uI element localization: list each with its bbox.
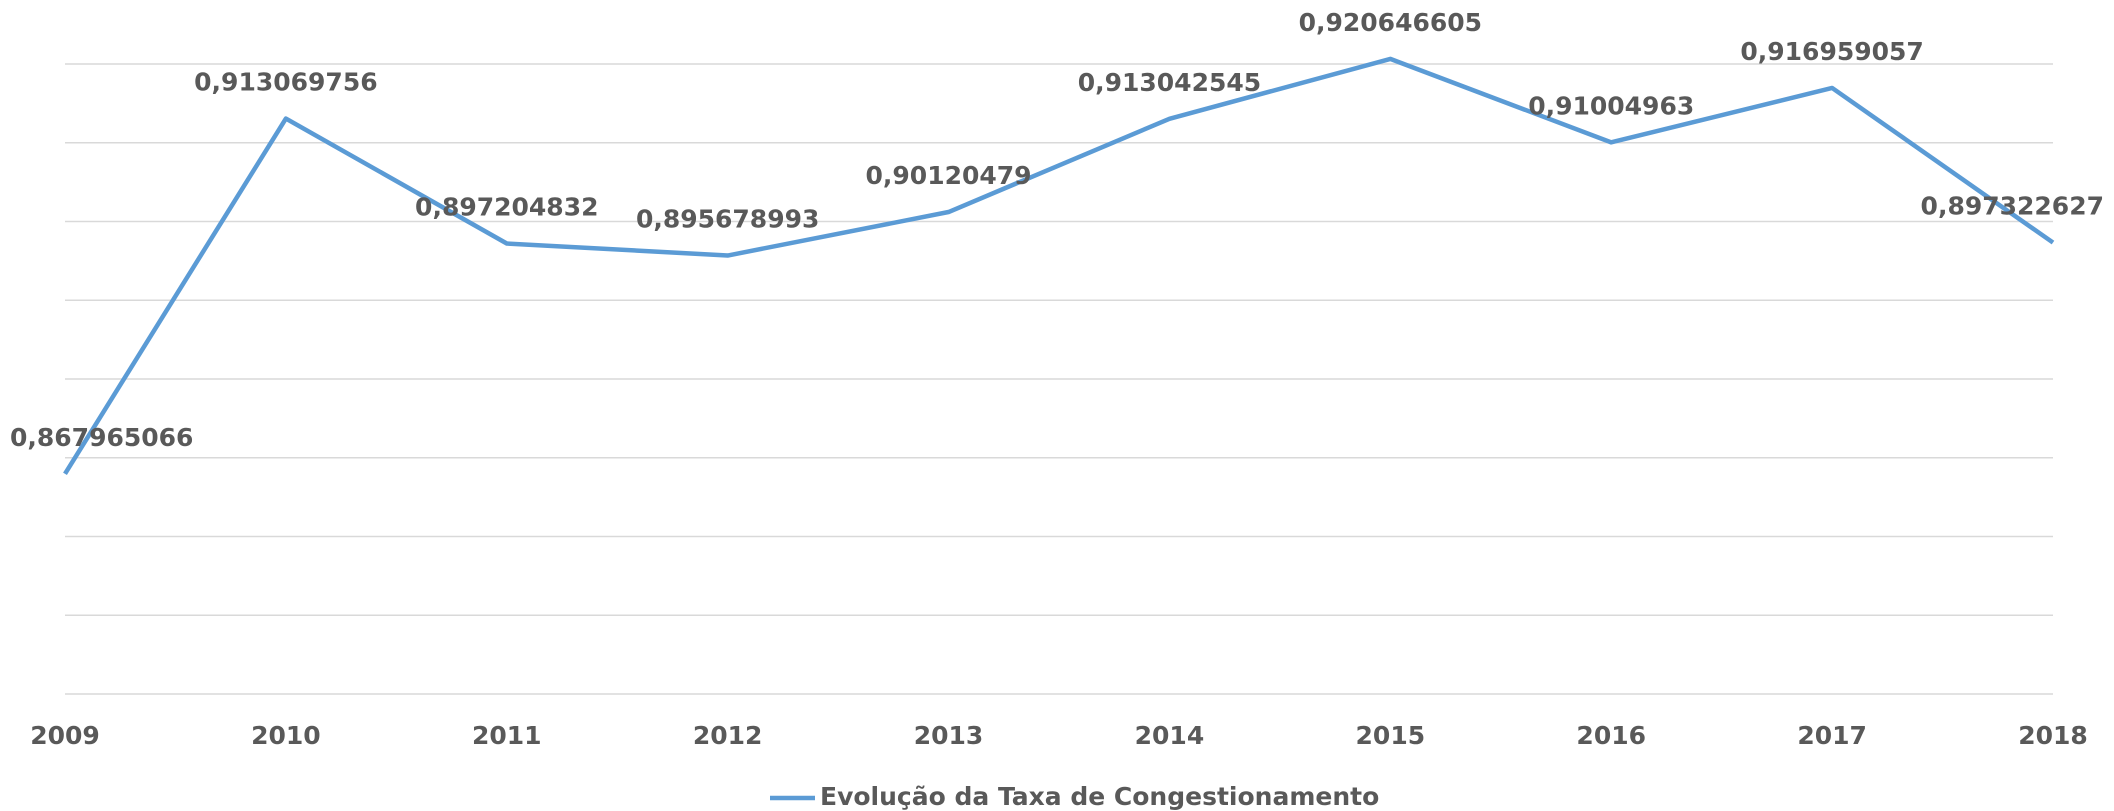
data-label: 0,920646605 [1299,8,1482,37]
data-label: 0,897322627 [1921,192,2104,221]
x-tick-label: 2018 [2018,721,2088,750]
data-label: 0,895678993 [636,205,819,234]
data-label: 0,897204832 [415,193,598,222]
x-tick-label: 2012 [693,721,763,750]
data-label: 0,916959057 [1740,37,1923,66]
x-tick-label: 2014 [1135,721,1205,750]
data-label: 0,867965066 [10,423,193,452]
x-tick-label: 2011 [472,721,542,750]
data-label: 0,913042545 [1078,68,1261,97]
series-line [63,56,2055,475]
x-tick-label: 2016 [1576,721,1646,750]
x-tick-label: 2013 [914,721,984,750]
x-tick-label: 2015 [1356,721,1426,750]
x-tick-label: 2009 [30,721,100,750]
data-label: 0,91004963 [1528,91,1694,120]
x-tick-label: 2010 [251,721,321,750]
data-label: 0,913069756 [194,68,377,97]
data-label: 0,90120479 [866,161,1032,190]
legend-label: Evolução da Taxa de Congestionamento [820,782,1379,811]
x-tick-label: 2017 [1797,721,1867,750]
